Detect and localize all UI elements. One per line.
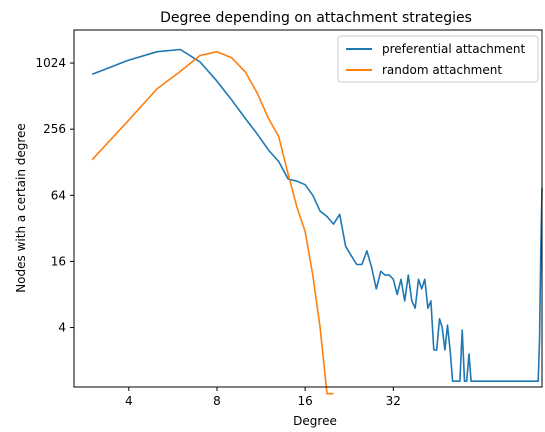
x-tick-label: 16 bbox=[297, 394, 312, 408]
x-axis-ticks: 4 8 16 32 bbox=[125, 387, 401, 408]
y-tick-label: 4 bbox=[58, 321, 66, 335]
legend-label-random: random attachment bbox=[382, 63, 502, 77]
legend-label-preferential: preferential attachment bbox=[382, 42, 525, 56]
x-tick-label: 32 bbox=[386, 394, 401, 408]
y-tick-label: 64 bbox=[51, 188, 66, 202]
y-tick-label: 1024 bbox=[35, 56, 66, 70]
y-tick-label: 256 bbox=[43, 122, 66, 136]
series-line-preferential bbox=[91, 48, 543, 383]
chart-title: Degree depending on attachment strategie… bbox=[160, 10, 472, 26]
series-line-random bbox=[91, 50, 334, 395]
x-tick-label: 4 bbox=[125, 394, 133, 408]
y-axis-ticks: 4 16 64 256 1024 bbox=[35, 56, 74, 335]
legend-box bbox=[337, 35, 539, 83]
y-axis-label: Nodes with a certain degree bbox=[14, 123, 28, 293]
x-tick-label: 8 bbox=[213, 394, 221, 408]
series-lines bbox=[91, 48, 543, 395]
legend: preferential attachment random attachmen… bbox=[337, 35, 539, 83]
plot-frame bbox=[73, 29, 543, 388]
y-tick-label: 16 bbox=[51, 254, 66, 268]
x-axis-label: Degree bbox=[293, 414, 337, 428]
